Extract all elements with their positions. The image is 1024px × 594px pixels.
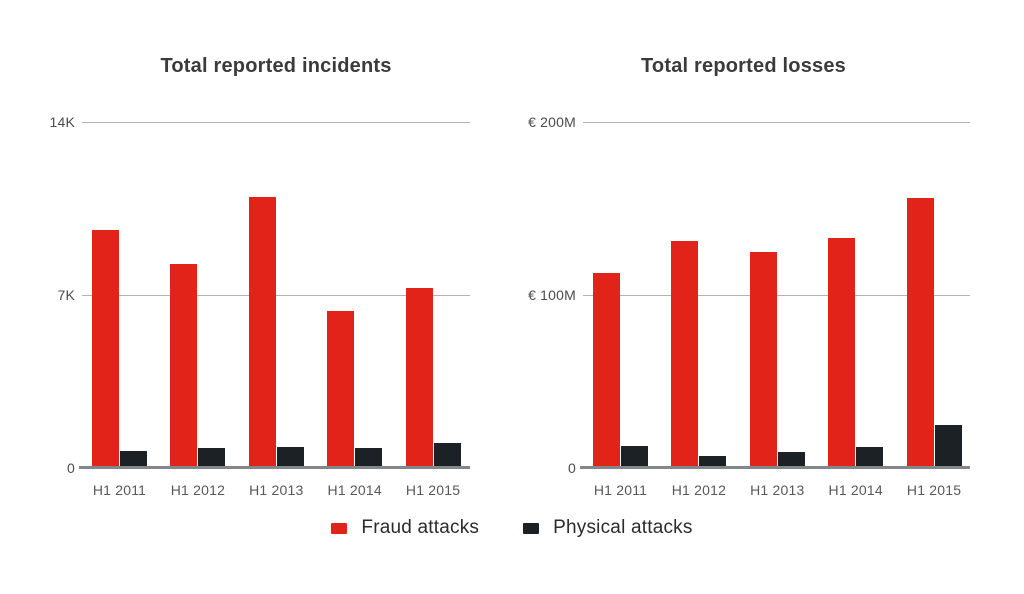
- x-axis-line: [580, 466, 970, 469]
- gridline: [82, 295, 470, 296]
- gridline: [82, 122, 470, 123]
- physical-series-swatch-icon: [523, 522, 540, 534]
- x-axis-label: H1 2012: [170, 482, 226, 498]
- x-axis-label: H1 2013: [249, 482, 304, 498]
- bar-physical-h1-2015: [433, 443, 461, 468]
- bar-physical-h1-2014: [355, 448, 383, 468]
- y-axis-tick: 14K: [49, 114, 75, 130]
- x-axis-label: H1 2015: [906, 482, 962, 498]
- y-axis-tick: 0: [568, 460, 576, 476]
- bar-physical-h1-2012: [198, 448, 226, 468]
- x-axis-line: [79, 466, 470, 469]
- chart-title: Total reported incidents: [160, 55, 392, 77]
- bar-physical-h1-2012: [699, 456, 727, 468]
- legend-item-fraud: Fraud attacks: [331, 517, 479, 539]
- bar-fraud-h1-2014: [828, 238, 856, 468]
- x-axis-label: H1 2012: [671, 482, 727, 498]
- bar-fraud-h1-2012: [170, 264, 198, 468]
- chart-title: Total reported losses: [641, 55, 846, 77]
- x-axis-label: H1 2015: [405, 482, 461, 498]
- bar-fraud-h1-2011: [593, 273, 620, 468]
- incidents-chart: Total reported incidents 14K 7K 0 H1 201…: [49, 48, 470, 498]
- bar-fraud-h1-2012: [671, 241, 699, 468]
- fraud-series-swatch-icon: [331, 522, 348, 534]
- x-axis-label: H1 2013: [750, 482, 805, 498]
- y-axis-tick: € 200M: [528, 114, 576, 130]
- chart-legend: Fraud attacks Physical attacks: [0, 517, 1024, 539]
- gridline: [583, 122, 970, 123]
- bar-physical-h1-2014: [856, 447, 884, 468]
- bar-fraud-h1-2011: [92, 230, 119, 468]
- plot-area: 14K 7K 0 H1 2011 H1 2012 H1 2013 H1 2014 H1 …: [49, 114, 470, 498]
- bar-physical-h1-2011: [120, 451, 147, 468]
- x-axis-label: H1 2014: [327, 482, 382, 498]
- bar-fraud-h1-2013: [749, 252, 777, 468]
- x-axis-label: H1 2011: [593, 482, 648, 498]
- y-axis-tick: 0: [67, 460, 75, 476]
- bar-physical-h1-2015: [934, 425, 962, 468]
- bar-physical-h1-2013: [276, 447, 304, 468]
- bar-fraud-h1-2013: [248, 197, 276, 468]
- y-axis-tick: 7K: [57, 287, 75, 303]
- y-axis-tick: € 100M: [528, 287, 576, 303]
- legend-item-physical: Physical attacks: [523, 517, 692, 539]
- legend-label-fraud: Fraud attacks: [361, 517, 480, 538]
- legend-label-physical: Physical attacks: [553, 517, 693, 538]
- x-axis-label: H1 2011: [92, 482, 147, 498]
- bar-fraud-h1-2015: [405, 288, 433, 468]
- plot-area: € 200M € 100M 0 H1 2011 H1 2012 H1 2013 H1 …: [528, 114, 970, 498]
- bar-fraud-h1-2014: [327, 311, 355, 468]
- bar-physical-h1-2013: [777, 452, 805, 468]
- losses-chart: Total reported losses € 200M € 100M 0 H1…: [528, 48, 970, 498]
- bar-fraud-h1-2015: [906, 198, 934, 468]
- x-axis-label: H1 2014: [828, 482, 883, 498]
- bar-physical-h1-2011: [621, 446, 648, 468]
